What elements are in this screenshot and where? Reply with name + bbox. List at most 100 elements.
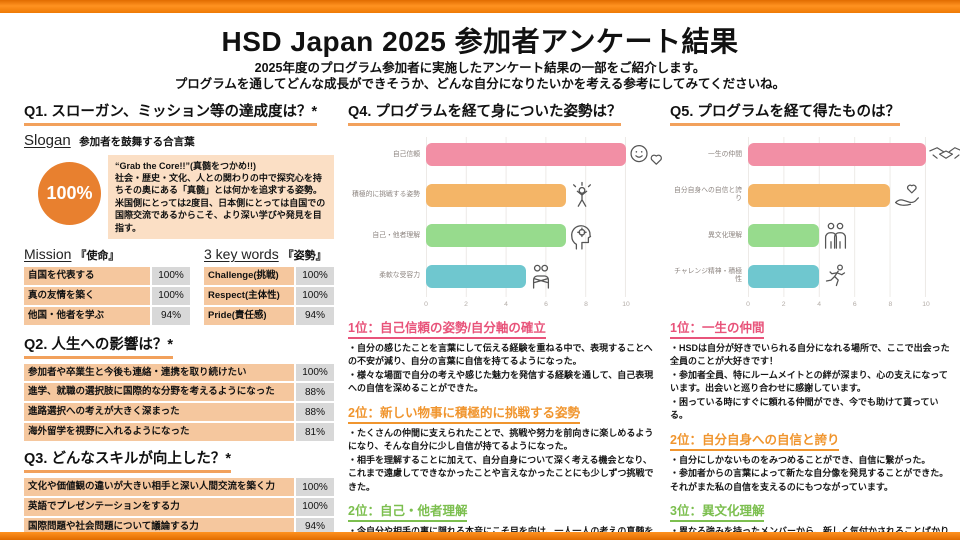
row-value: 100% xyxy=(296,266,334,285)
chart-category-label: 柔軟な受容力 xyxy=(379,272,420,279)
table-row: 海外留学を視野に入れるようになった 81% xyxy=(24,423,334,442)
row-label: 真の友情を築く xyxy=(24,286,150,305)
rank-title: 1位：一生の仲間 xyxy=(670,317,765,339)
table-row: 真の友情を築く 100% xyxy=(24,286,190,305)
axis-tick: 0 xyxy=(746,300,750,308)
table-row: Respect(主体性) 100% xyxy=(204,286,334,305)
rank-title: 1位：自己信頼の姿勢/自分軸の確立 xyxy=(348,317,546,339)
rank-bullet: ・様々な場面で自分の考えや感じた魅力を発信する経験を通して、自己表現への自信を深… xyxy=(348,369,654,394)
q3-heading: Q3. どんなスキルが向上した？* xyxy=(24,447,232,474)
rank-bullet: ・参加者全員、特にルームメイトとの絆が深まり、心の支えになっています。出会いと巡… xyxy=(670,369,948,394)
chart-category-label: 自己・他者理解 xyxy=(372,231,420,239)
mission-heading: Mission xyxy=(24,245,72,262)
axis-tick: 6 xyxy=(544,300,548,308)
slogan-achievement-badge: 100% xyxy=(38,161,101,225)
running-person-icon xyxy=(822,263,849,290)
rank-bullet: ・困っている時にすぐに頼れる仲間ができ、今でも助けて貰っている。 xyxy=(670,396,939,421)
q1-heading: Q1. スローガン、ミッション等の達成度は？* xyxy=(24,100,318,126)
chart-x-axis: 0 2 4 6 8 10 xyxy=(746,299,930,311)
row-label: 海外留学を視野に入れるようになった xyxy=(24,423,294,442)
row-value: 100% xyxy=(296,363,334,382)
chart-category-label: チャレンジ精神・積極性 xyxy=(674,267,742,284)
keywords-table: 3 key words 『姿勢』 Challenge(挑戦) 100% Resp… xyxy=(204,246,334,327)
axis-tick: 2 xyxy=(464,300,468,308)
celebrating-person-icon xyxy=(569,181,595,209)
bar-acceptance xyxy=(426,264,526,288)
row-value: 94% xyxy=(152,306,190,325)
rank-title: 2位：新しい物事に積極的に挑戦する姿勢 xyxy=(348,402,580,424)
mission-keywords-row: Mission 『使命』 自国を代表する 100% 真の友情を築く 100% 他… xyxy=(24,246,334,327)
rank-bullet: ・たくさんの仲間に支えられたことで、挑戦や努力を前向きに楽しめるようになり、そん… xyxy=(348,427,654,452)
chart-row: 自己・他者理解 xyxy=(348,216,656,257)
table-row: 英語でプレゼンテーションをする力 100% xyxy=(24,497,334,516)
q4-heading: Q4. プログラムを経て身についた姿勢は？ xyxy=(348,100,622,126)
row-label: 参加者や卒業生と今後も連絡・連携を取り続けたい xyxy=(24,363,294,382)
axis-tick: 6 xyxy=(852,300,857,308)
axis-tick: 8 xyxy=(584,300,588,308)
row-label: 文化や価値観の違いが大きい相手と深い人間交流を築く力 xyxy=(24,478,294,496)
q4-rank-2: 2位：新しい物事に積極的に挑戦する姿勢 ・たくさんの仲間に支えられたことで、挑戦… xyxy=(348,396,656,495)
bar-understanding xyxy=(426,224,566,248)
head-idea-icon xyxy=(569,222,593,250)
rank-title: 3位：異文化理解 xyxy=(670,500,765,522)
q5-bar-chart: 一生の仲間 xyxy=(670,135,960,311)
q5-heading: Q5. プログラムを経て得たものは？ xyxy=(670,100,900,126)
row-value: 100% xyxy=(152,286,190,305)
row-label: 進学、就職の選択肢に国際的な分野を考えるようになった xyxy=(24,383,294,402)
page-subtitle-line2: プログラムを通してどんな成長ができそうか、どんな自分になりたいかを考える参考にし… xyxy=(174,77,786,92)
table-row: 自国を代表する 100% xyxy=(24,266,190,285)
row-value: 94% xyxy=(296,517,334,536)
page-subtitle-line1: 2025年度のプログラム参加者に実施したアンケート結果の一部をご紹介します。 xyxy=(254,61,706,75)
axis-tick: 4 xyxy=(504,300,508,308)
q4-bar-chart: 自己信頼 xyxy=(348,135,662,311)
q2-heading: Q2. 人生への影響は？* xyxy=(24,333,174,359)
content-columns: Q1. スローガン、ミッション等の達成度は？* Slogan 参加者を鼓舞する合… xyxy=(0,93,960,540)
table-row: 文化や価値観の違いが大きい相手と深い人間交流を築く力 100% xyxy=(24,478,334,496)
chart-category-label: 自己信頼 xyxy=(392,150,420,158)
q3-section: Q3. どんなスキルが向上した？* 文化や価値観の違いが大きい相手と深い人間交流… xyxy=(24,447,334,540)
table-row: 他国・他者を学ぶ 94% xyxy=(24,306,190,325)
keywords-heading-line: 3 key words 『姿勢』 xyxy=(204,246,334,263)
slogan-description-box: “Grab the Core!!”(真髄をつかめ!!) 社会・歴史・文化、人との… xyxy=(108,154,334,239)
chart-row: 自己信頼 xyxy=(348,135,662,176)
hand-heart-icon xyxy=(893,183,921,208)
chart-category-label: 自分自身への自信と誇り xyxy=(674,186,742,203)
two-people-icon xyxy=(822,222,849,249)
q2-section: Q2. 人生への影響は？* 参加者や卒業生と今後も連絡・連携を取り続けたい 10… xyxy=(24,333,334,442)
mission-table: Mission 『使命』 自国を代表する 100% 真の友情を築く 100% 他… xyxy=(24,246,190,327)
row-value: 94% xyxy=(296,306,334,325)
chart-row: チャレンジ精神・積極性 xyxy=(670,256,956,297)
bar-self-trust xyxy=(426,143,626,167)
q5-rank-2: 2位：自分自身への自信と誇り ・自分にしかないものをみつめることができ、自信に繋… xyxy=(670,423,956,495)
axis-tick: 4 xyxy=(817,300,822,308)
slogan-label: Slogan xyxy=(24,131,71,149)
bar-challenge-attitude xyxy=(426,183,566,207)
row-value: 88% xyxy=(296,403,334,422)
chart-row: 異文化理解 xyxy=(670,216,956,257)
chart-x-axis: 0 2 4 6 8 10 xyxy=(424,299,630,311)
column-q4: Q4. プログラムを経て身についた姿勢は？ 自己信頼 xyxy=(348,100,662,540)
table-row: 国際問題や社会問題について議論する力 94% xyxy=(24,517,334,536)
bar-self-confidence xyxy=(748,183,891,207)
bottom-border xyxy=(0,532,960,540)
mission-heading-line: Mission 『使命』 xyxy=(24,246,190,263)
rank-bullet: ・自分の感じたことを言葉にして伝える経験を重ねる中で、表現することへの不安が減り… xyxy=(348,342,653,367)
row-label: 国際問題や社会問題について議論する力 xyxy=(24,517,294,536)
chart-row: 自分自身への自信と誇り xyxy=(670,175,956,216)
row-label: 進路選択への考えが大きく深まった xyxy=(24,403,294,422)
handshake-icon xyxy=(929,145,960,165)
bar-cross-cultural xyxy=(748,224,820,248)
keywords-subheading: 『姿勢』 xyxy=(282,249,327,262)
table-row: 進路選択への考えが大きく深まった 88% xyxy=(24,403,334,422)
q4-rank-1: 1位：自己信頼の姿勢/自分軸の確立 ・自分の感じたことを言葉にして伝える経験を重… xyxy=(348,311,656,396)
row-label: Pride(責任感) xyxy=(204,306,294,325)
axis-tick: 0 xyxy=(424,300,428,308)
row-label: 自国を代表する xyxy=(24,266,150,285)
rank-title: 2位：自己・他者理解 xyxy=(348,500,468,522)
chart-category-label: 積極的に挑戦する姿勢 xyxy=(352,191,420,198)
slogan-quote: “Grab the Core!!”(真髄をつかめ!!) xyxy=(115,160,256,171)
table-row: 進学、就職の選択肢に国際的な分野を考えるようになった 88% xyxy=(24,383,334,402)
row-label: Challenge(挑戦) xyxy=(204,266,294,285)
axis-tick: 10 xyxy=(922,300,930,308)
